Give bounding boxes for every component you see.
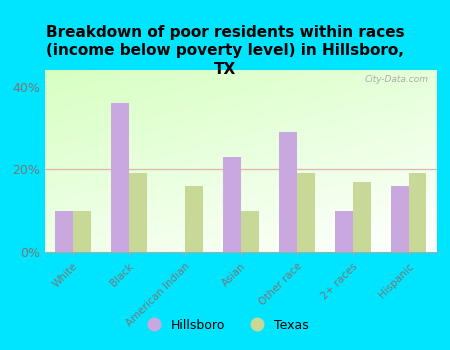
Bar bbox=[223, 157, 241, 252]
Bar bbox=[279, 132, 297, 252]
Text: Breakdown of poor residents within races
(income below poverty level) in Hillsbo: Breakdown of poor residents within races… bbox=[46, 25, 404, 77]
Bar bbox=[335, 211, 353, 252]
Legend: Hillsboro, Texas: Hillsboro, Texas bbox=[136, 314, 314, 337]
Bar bbox=[185, 186, 202, 252]
Bar bbox=[129, 173, 147, 252]
Text: City-Data.com: City-Data.com bbox=[364, 76, 429, 84]
Bar bbox=[391, 186, 409, 252]
Bar bbox=[73, 211, 91, 252]
Bar bbox=[111, 103, 129, 252]
Bar bbox=[55, 211, 73, 252]
Bar bbox=[353, 182, 370, 252]
Bar bbox=[241, 211, 259, 252]
Bar bbox=[409, 173, 427, 252]
Bar bbox=[297, 173, 315, 252]
